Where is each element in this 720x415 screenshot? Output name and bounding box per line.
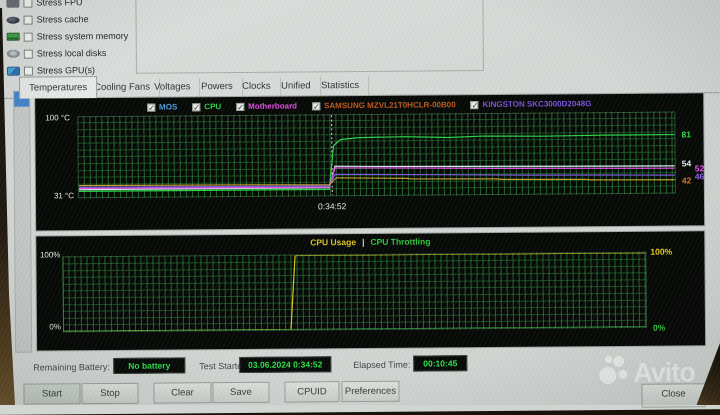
cache-icon	[7, 16, 20, 23]
cpu-usage-end-values: 100%0%	[650, 251, 681, 327]
cpu-usage-chart-panel: CPU Usage|CPU Throttling 100% 0% 100%0%	[36, 231, 705, 350]
test-started-value-box: 03.06.2024 0:34:52	[239, 356, 331, 373]
avito-logo-icon	[618, 370, 627, 379]
stress-fpu-checkbox[interactable]	[23, 0, 32, 7]
series-end-value: 46	[695, 171, 705, 181]
avito-watermark: Avito	[599, 353, 709, 396]
series-end-value: 0%	[653, 323, 665, 333]
legend-label: CPU	[204, 102, 221, 111]
y-axis-max-label: 100 °C	[45, 113, 70, 122]
elapsed-time-value: 00:10:45	[423, 358, 457, 368]
series-end-value: 54	[682, 158, 692, 168]
battery-label: Remaining Battery:	[33, 362, 110, 373]
temperature-chart-panel: ✓ MOS ✓ CPU ✓ Motherboard ✓ SAMSUNG MZVL21T0HCL…	[35, 93, 704, 230]
stress-option-memory[interactable]: Stress system memory	[7, 28, 129, 45]
avito-watermark-text: Avito	[633, 357, 695, 388]
legend-label: Motherboard	[248, 101, 297, 110]
gpu-icon	[7, 66, 20, 75]
start-button[interactable]: Start	[23, 383, 80, 404]
legend-item-cpu[interactable]: ✓ CPU	[192, 102, 221, 111]
legend-label: SAMSUNG MZVL21T0HCLR-00B00	[324, 100, 456, 110]
legend-checkbox[interactable]: ✓	[147, 103, 155, 111]
test-info-panel: 03.06.2024 0:34:52 Stability Test: Start…	[135, 0, 484, 74]
y-axis-min-label: 0%	[45, 322, 61, 331]
avito-logo-icon	[599, 367, 616, 384]
save-button[interactable]: Save	[212, 382, 269, 403]
tab-temperatures[interactable]: Temperatures	[19, 76, 97, 99]
elapsed-time-value-box: 00:10:45	[413, 355, 467, 371]
stress-disks-label: Stress local disks	[37, 48, 107, 59]
elapsed-time-label: Elapsed Time:	[353, 360, 410, 370]
legend-item-mos[interactable]: ✓ MOS	[147, 102, 177, 111]
series-line-cpu-usage	[63, 253, 646, 332]
test-start-time-tick: 0:34:52	[318, 201, 346, 211]
series-end-value: 81	[681, 129, 691, 139]
chart-title-part: CPU Usage	[310, 237, 356, 247]
chart-title-part: |	[362, 237, 364, 247]
stress-disks-checkbox[interactable]	[24, 49, 33, 58]
clear-button[interactable]: Clear	[153, 382, 211, 403]
cpu-usage-chart-title: CPU Usage | CPU Throttling	[36, 234, 704, 249]
disk-icon	[7, 50, 20, 58]
y-axis-min-label: 31 °C	[54, 191, 74, 200]
legend-item-motherboard[interactable]: ✓ Motherboard	[236, 101, 297, 110]
temperature-plot	[77, 112, 676, 199]
stress-gpu-label: Stress GPU(s)	[37, 65, 95, 75]
chart-title-part: CPU Throttling	[370, 236, 430, 246]
legend-label: KINGSTON SKC3000D2048G	[483, 99, 592, 109]
battery-value: No battery	[128, 360, 170, 370]
series-end-value: 42	[682, 175, 692, 185]
stress-gpu-checkbox[interactable]	[24, 66, 33, 75]
series-line-cpu-throttling	[64, 327, 646, 332]
preferences-button[interactable]: Preferences	[341, 381, 399, 402]
memory-icon	[7, 33, 20, 41]
fpu-icon	[6, 0, 19, 7]
cpuid-button[interactable]: CPUID	[284, 381, 339, 402]
test-started-value: 03.06.2024 0:34:52	[248, 359, 322, 370]
series-line-samsung-mzvl21t0hclr-00b00	[79, 175, 675, 187]
legend-item-kingston-skc3000d2048g[interactable]: ✓ KINGSTON SKC3000D2048G	[471, 99, 592, 109]
series-end-value: 100%	[650, 247, 672, 257]
y-axis-max-label: 100%	[38, 250, 60, 259]
stress-option-cache[interactable]: Stress cache	[6, 11, 88, 28]
stress-fpu-label: Stress FPU	[36, 0, 82, 8]
stress-memory-checkbox[interactable]	[24, 32, 33, 41]
stress-cache-label: Stress cache	[37, 14, 89, 24]
series-line-cpu	[78, 135, 674, 192]
stop-button[interactable]: Stop	[81, 383, 138, 404]
graph-scrollbar[interactable]	[13, 91, 32, 353]
legend-label: MOS	[159, 102, 177, 111]
legend-checkbox[interactable]: ✓	[312, 102, 320, 110]
legend-checkbox[interactable]: ✓	[236, 102, 244, 110]
stress-option-disks[interactable]: Stress local disks	[7, 45, 107, 62]
tab-statistics[interactable]: Statistics	[312, 77, 369, 96]
avito-logo-icon	[613, 356, 624, 367]
legend-checkbox[interactable]: ✓	[471, 101, 479, 109]
legend-checkbox[interactable]: ✓	[192, 103, 200, 111]
legend-item-samsung-mzvl21t0hclr-00b00[interactable]: ✓ SAMSUNG MZVL21T0HCLR-00B00	[312, 100, 456, 110]
stress-option-fpu[interactable]: Stress FPU	[6, 0, 82, 11]
stress-memory-label: Stress system memory	[37, 31, 129, 42]
stress-cache-checkbox[interactable]	[24, 15, 33, 24]
avito-logo-icon	[605, 356, 612, 363]
battery-value-box: No battery	[113, 357, 185, 374]
x-axis-ticks: 0:34:52	[78, 199, 676, 216]
cpu-usage-plot	[62, 252, 647, 333]
